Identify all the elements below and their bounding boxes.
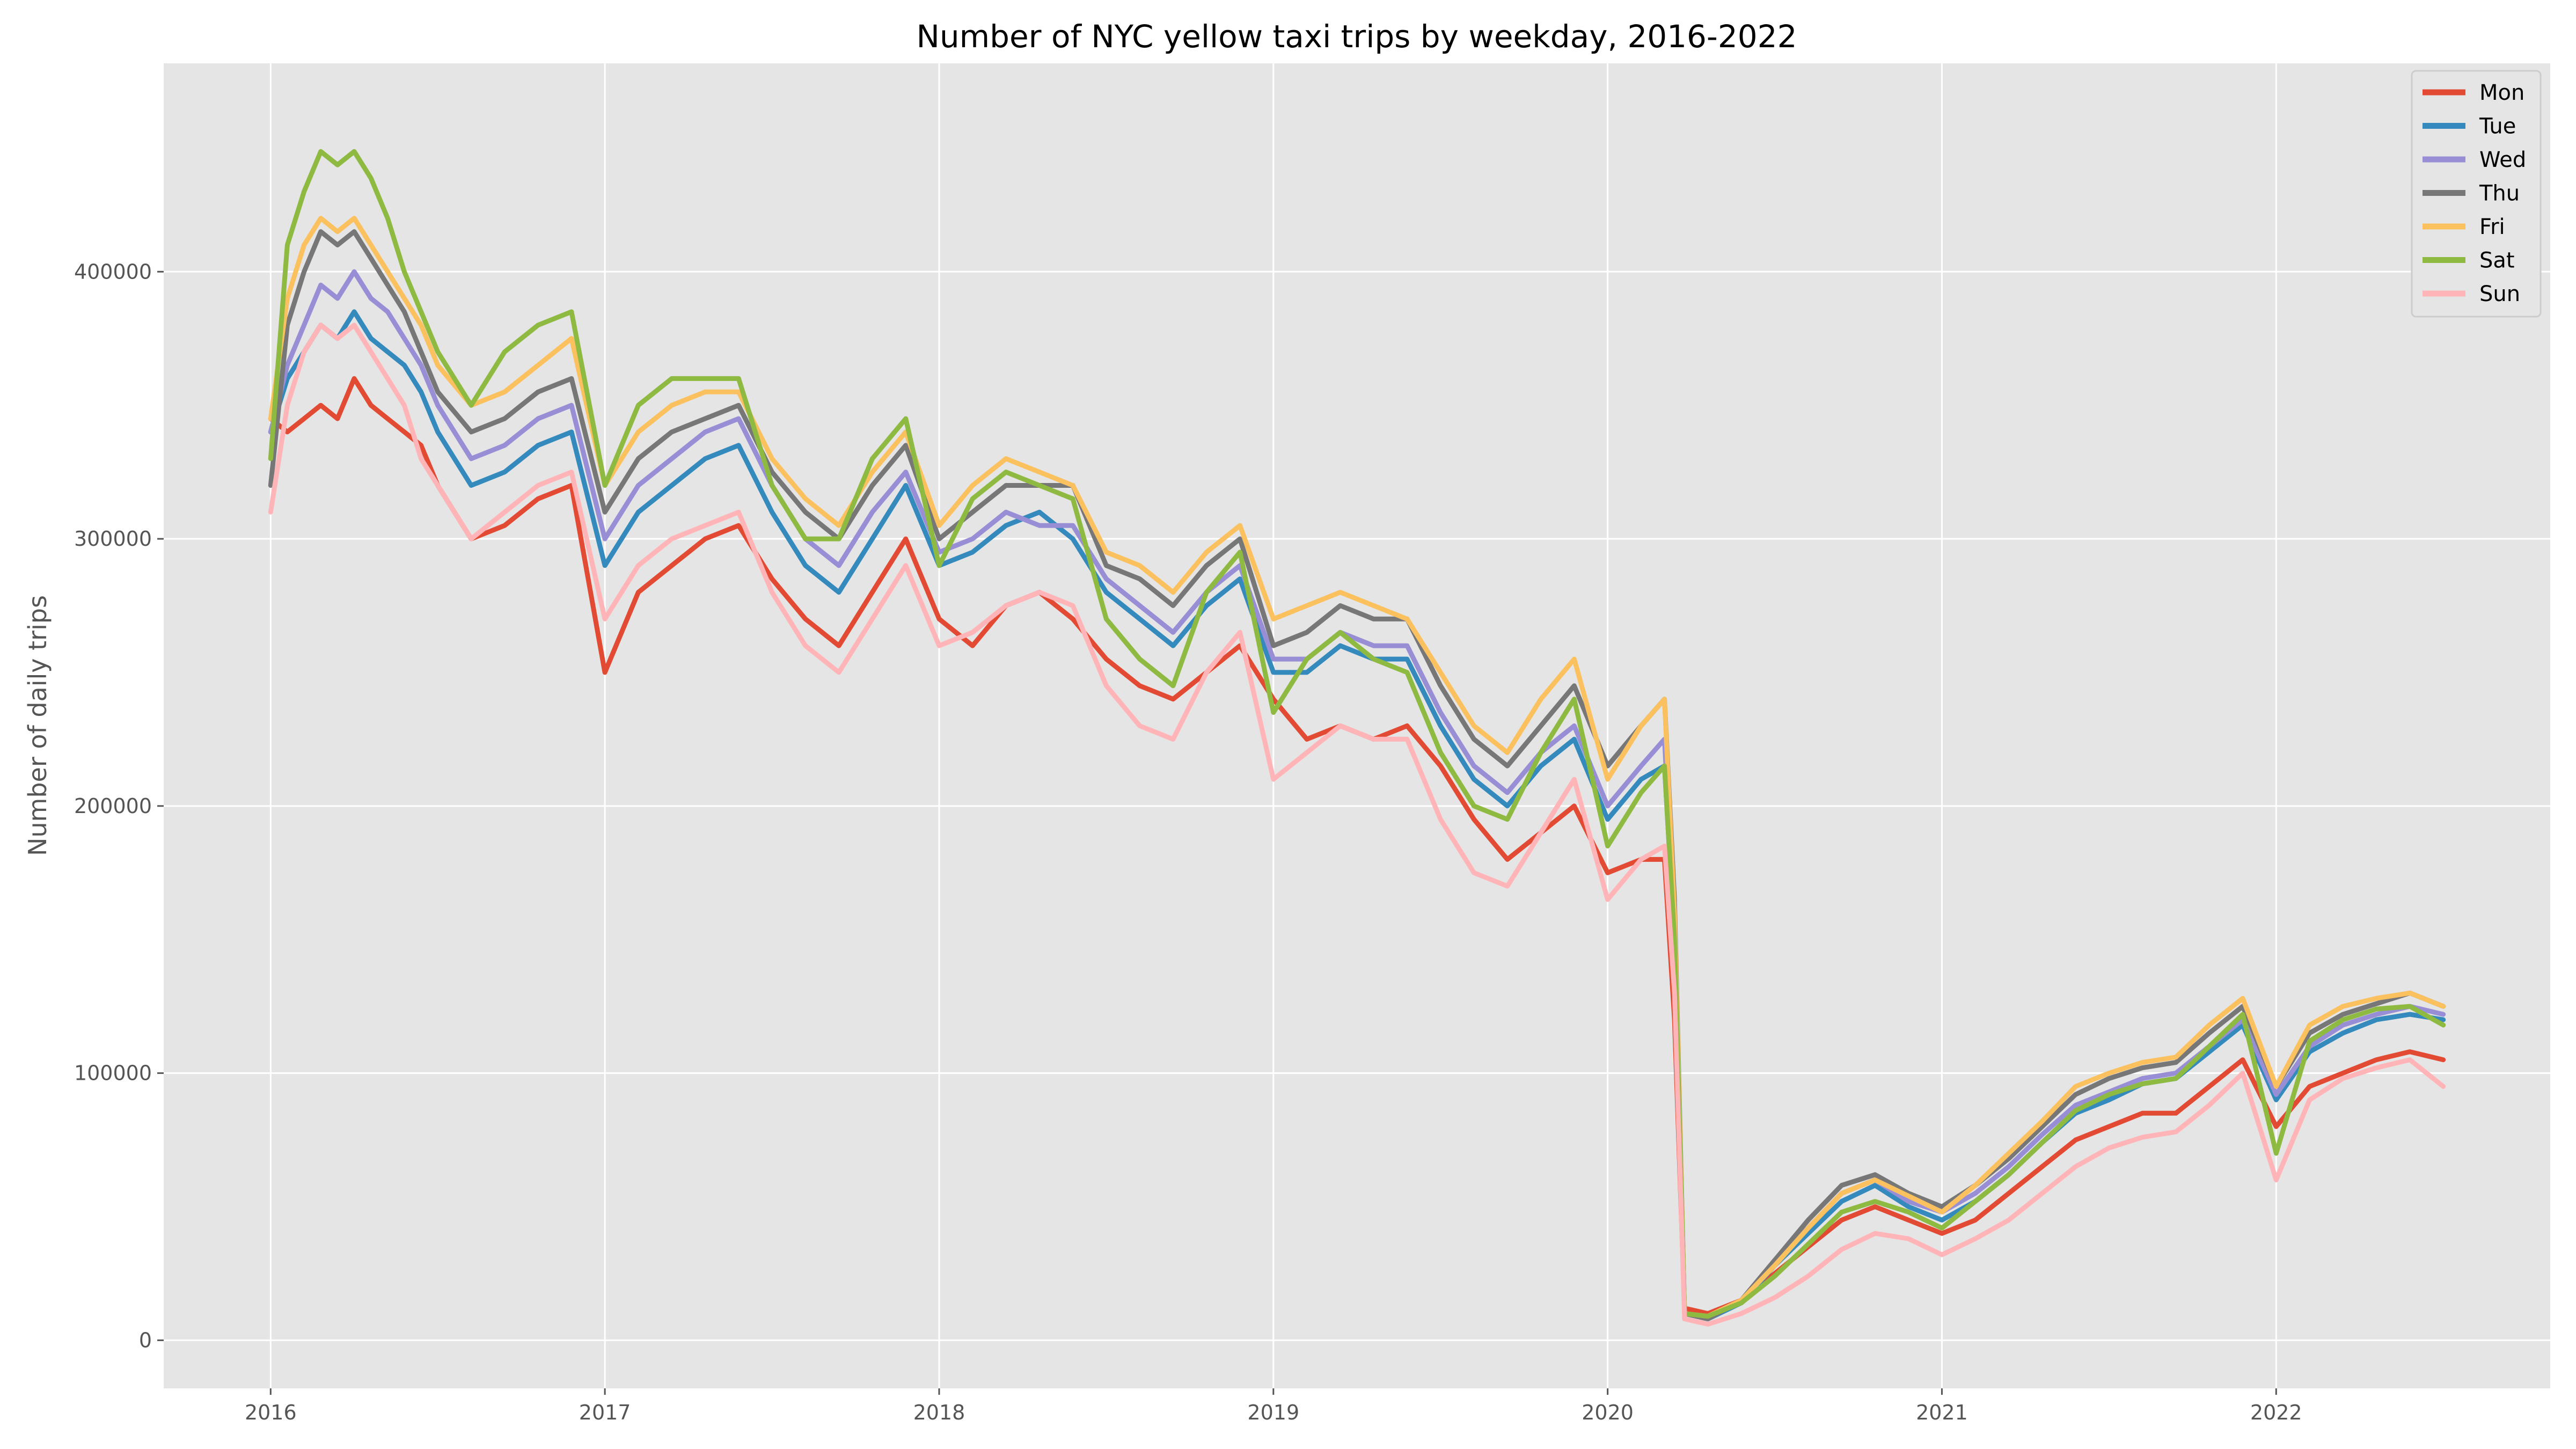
series-line-fri: [268, 216, 2446, 1319]
x-tick-label: 2020: [1582, 1401, 1634, 1424]
series-line-thu: [268, 229, 2446, 1322]
legend-label-mon: Mon: [2479, 80, 2524, 105]
y-tick-label: 400000: [74, 260, 152, 283]
y-tick-label: 100000: [74, 1062, 152, 1085]
legend-label-tue: Tue: [2479, 114, 2516, 139]
x-tick-label: 2017: [579, 1401, 631, 1424]
series-line-sun: [268, 323, 2446, 1327]
series-line-mon: [268, 376, 2446, 1316]
y-tick-labels: 0 100000 200000 300000 400000: [74, 260, 164, 1352]
legend-label-thu: Thu: [2479, 181, 2520, 206]
chart-title: Number of NYC yellow taxi trips by weekd…: [917, 18, 1797, 55]
legend-label-fri: Fri: [2479, 215, 2505, 239]
series-lines: [268, 149, 2446, 1327]
y-gridlines: [164, 270, 2550, 1341]
x-tick-label: 2019: [1247, 1401, 1299, 1424]
y-tick-label: 200000: [74, 794, 152, 818]
legend: Mon Tue Wed Thu Fri Sat Sun: [2411, 70, 2542, 318]
x-tick-label: 2016: [245, 1401, 297, 1424]
x-tick-labels: 2016 2017 2018 2019 2020 2021 2022: [245, 1388, 2302, 1424]
y-tick-label: 300000: [74, 527, 152, 551]
x-tick-label: 2022: [2250, 1401, 2302, 1424]
legend-label-wed: Wed: [2479, 148, 2526, 172]
legend-box: [2411, 70, 2542, 318]
x-gridlines: [269, 63, 2277, 1388]
x-tick-label: 2018: [913, 1401, 965, 1424]
plot-background: [164, 63, 2550, 1388]
legend-label-sun: Sun: [2479, 282, 2520, 306]
y-axis-label: Number of daily trips: [23, 595, 52, 856]
y-tick-label: 0: [139, 1328, 152, 1352]
series-line-sat: [268, 149, 2446, 1319]
x-tick-label: 2021: [1916, 1401, 1968, 1424]
legend-label-sat: Sat: [2479, 248, 2515, 273]
